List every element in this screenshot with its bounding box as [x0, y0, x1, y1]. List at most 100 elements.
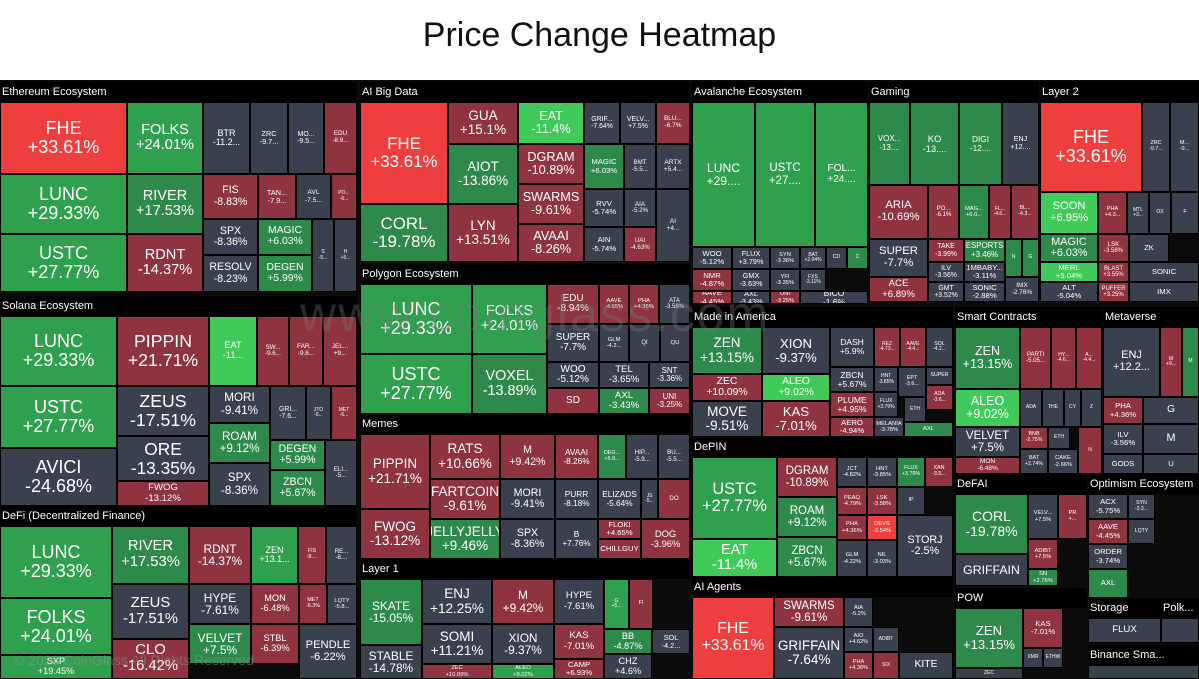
heatmap-tile[interactable]: SWARMS -9.61% [774, 597, 844, 627]
heatmap-tile[interactable]: AXL -3.43% [732, 291, 770, 304]
heatmap-tile[interactable]: ZEUS -17.51% [112, 584, 189, 639]
heatmap-tile[interactable]: N [1078, 427, 1102, 474]
heatmap-tile[interactable]: ORE -13.35% [117, 436, 209, 481]
heatmap-tile[interactable]: FLUX +3.79% [897, 457, 925, 487]
heatmap-tile[interactable]: LSK -3.58% [867, 487, 897, 515]
heatmap-tile[interactable]: ZBCN +5.67% [777, 537, 837, 577]
heatmap-tile[interactable]: AIOT -13.86% [448, 144, 518, 204]
heatmap-tile[interactable]: FHE +33.61% [360, 102, 448, 204]
heatmap-tile[interactable]: UAI -4.63% [624, 227, 656, 262]
heatmap-tile[interactable]: U [1143, 454, 1199, 474]
heatmap-tile[interactable]: SN +2.76% [1028, 569, 1058, 586]
heatmap-tile[interactable]: Z [1081, 389, 1102, 427]
heatmap-tile[interactable]: SKATE -15.05% [360, 579, 422, 645]
heatmap-tile[interactable]: LUNC +29.33% [0, 316, 117, 386]
heatmap-tile[interactable]: PUFFER +3.25% [1098, 282, 1129, 302]
heatmap-tile[interactable]: AAVE -4.45% [1088, 519, 1128, 544]
heatmap-tile[interactable]: SYN -3.3... [1128, 494, 1155, 519]
heatmap-tile[interactable]: AERO -4.94% [830, 417, 874, 437]
heatmap-tile[interactable]: XMR [1023, 648, 1043, 668]
heatmap-tile[interactable]: LUNC +29.33% [360, 284, 472, 354]
heatmap-tile[interactable]: ADA [1020, 389, 1042, 427]
heatmap-tile[interactable]: ORDER -3.74% [1088, 544, 1128, 569]
heatmap-tile[interactable]: M [1182, 327, 1199, 397]
heatmap-tile[interactable]: CLO -16.42% [112, 639, 189, 679]
heatmap-tile[interactable]: PHA +4.36% [1103, 397, 1143, 424]
heatmap-tile[interactable]: AI +4... [656, 189, 690, 262]
heatmap-tile[interactable]: PURR -8.18% [555, 479, 598, 519]
heatmap-tile[interactable]: PIPPIN +21.71% [360, 434, 430, 509]
heatmap-tile[interactable]: FL... -4.6... [989, 185, 1011, 239]
heatmap-tile[interactable]: XAN -3.5... [925, 457, 953, 487]
heatmap-tile[interactable] [1161, 618, 1199, 643]
heatmap-tile[interactable]: FWOG -13.12% [360, 509, 430, 559]
heatmap-tile[interactable]: DIGI -12.... [959, 102, 1002, 185]
heatmap-tile[interactable]: STORJ -2.5% [897, 515, 953, 577]
heatmap-tile[interactable]: QU [660, 324, 690, 362]
heatmap-tile[interactable]: FOL... +24.... [815, 102, 868, 247]
heatmap-tile[interactable]: RDNT -14.37% [189, 526, 251, 584]
heatmap-tile[interactable]: SPX -8.36% [500, 519, 555, 559]
heatmap-tile[interactable]: BAT +2.74% [1020, 449, 1048, 474]
heatmap-tile[interactable]: DEVS -3.54% [867, 515, 897, 540]
heatmap-tile[interactable]: PARTI -5.05... [1020, 327, 1051, 389]
heatmap-tile[interactable]: ALEO +9.02% [492, 664, 554, 679]
heatmap-tile[interactable]: TAN... -7.9... [258, 174, 296, 219]
heatmap-tile[interactable]: ROAM +9.12% [209, 423, 270, 463]
heatmap-tile[interactable]: MO... -9.5... [288, 102, 324, 174]
heatmap-tile[interactable] [1088, 665, 1199, 679]
heatmap-tile[interactable]: BU... -5.5... [658, 434, 690, 479]
heatmap-tile[interactable]: GRIFFAIN -7.64% [774, 627, 844, 679]
heatmap-tile[interactable]: ACX -5.75% [1088, 494, 1128, 519]
heatmap-tile[interactable]: PIPPIN +21.71% [117, 316, 209, 386]
heatmap-tile[interactable]: C [847, 247, 868, 269]
heatmap-tile[interactable]: CHILLGUY [598, 539, 641, 559]
heatmap-tile[interactable]: DGRAM -10.89% [777, 457, 837, 497]
heatmap-tile[interactable]: SIX [873, 652, 899, 679]
heatmap-tile[interactable]: FXS -3.11% [800, 269, 826, 291]
heatmap-tile[interactable]: LUNC +29.33% [0, 526, 112, 598]
heatmap-tile[interactable]: FIS -8.83% [203, 174, 258, 219]
heatmap-tile[interactable]: CORL -19.78% [955, 494, 1028, 554]
heatmap-tile[interactable]: SOON +6.95% [1040, 192, 1098, 234]
heatmap-tile[interactable]: MON -6.48% [955, 457, 1020, 474]
heatmap-tile[interactable]: MORI -9.41% [500, 479, 555, 519]
heatmap-tile[interactable]: PEAQ -4.79% [837, 487, 867, 515]
heatmap-tile[interactable]: ZRC -9.7... [250, 102, 288, 174]
heatmap-tile[interactable]: AVAAI -8.26% [555, 434, 598, 479]
heatmap-tile[interactable]: CD [826, 247, 847, 269]
heatmap-tile[interactable]: SPX -8.36% [209, 463, 270, 506]
heatmap-tile[interactable]: MELANIA -3.78% [874, 417, 904, 437]
heatmap-tile[interactable]: AIA -5.2% [624, 189, 656, 227]
heatmap-tile[interactable]: ENJ +12.25% [422, 579, 492, 624]
heatmap-tile[interactable]: JTO -6... [306, 386, 331, 440]
heatmap-tile[interactable]: CORL -19.78% [360, 204, 448, 262]
heatmap-tile[interactable]: BTR -11.2... [203, 102, 250, 174]
heatmap-tile[interactable]: BMT -5.5... [624, 144, 656, 189]
heatmap-tile[interactable]: PLUME +4.95% [830, 392, 874, 417]
heatmap-tile[interactable]: LQTY [1128, 519, 1155, 544]
heatmap-tile[interactable]: PHA +4.36% [837, 515, 867, 540]
heatmap-tile[interactable]: ZEN +13.1... [251, 526, 298, 584]
heatmap-tile[interactable]: PR +... [1058, 494, 1087, 539]
heatmap-tile[interactable]: BAT +2.94% [800, 247, 826, 269]
heatmap-tile[interactable]: MOVE -9.51% [692, 401, 762, 437]
heatmap-tile[interactable]: EAT -11.4% [692, 539, 777, 577]
heatmap-tile[interactable]: TEL -3.65% [599, 362, 649, 388]
heatmap-tile[interactable]: B +7.76% [555, 519, 598, 559]
heatmap-tile[interactable]: EDU -8.9... [324, 102, 357, 174]
heatmap-tile[interactable]: ZEN +13.15% [955, 608, 1023, 668]
heatmap-tile[interactable]: HIP... -5.9... [626, 434, 658, 479]
heatmap-tile[interactable]: MET -6... [331, 386, 357, 440]
heatmap-tile[interactable]: FOLKS +24.01% [0, 598, 112, 655]
heatmap-tile[interactable]: ELI... -5... [325, 440, 357, 506]
heatmap-tile[interactable]: HNT -3.85% [874, 367, 898, 392]
heatmap-tile[interactable]: LSK -3.58% [1098, 234, 1129, 262]
heatmap-tile[interactable]: ELIZADS -5.64% [598, 479, 641, 519]
heatmap-tile[interactable]: LUNC +29.33% [0, 174, 127, 234]
heatmap-tile[interactable]: BLAST +3.55% [1098, 262, 1129, 282]
heatmap-tile[interactable]: USTC +27.77% [692, 457, 777, 539]
heatmap-tile[interactable]: AIO +4.62% [844, 627, 873, 652]
heatmap-tile[interactable]: ZEN +13.15% [955, 327, 1020, 389]
heatmap-tile[interactable]: SOL -4.2... [652, 629, 690, 654]
